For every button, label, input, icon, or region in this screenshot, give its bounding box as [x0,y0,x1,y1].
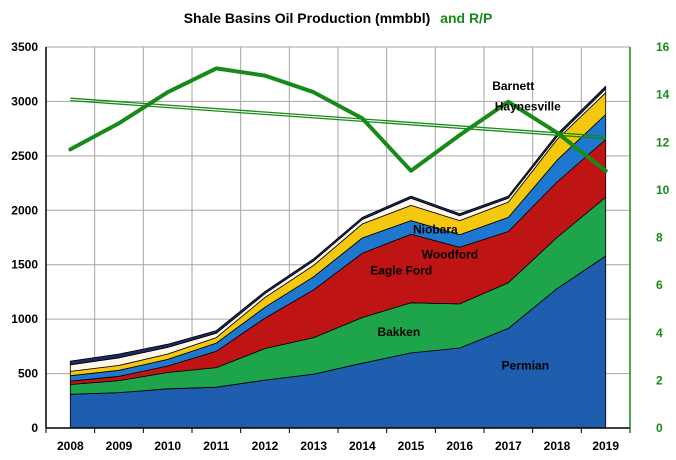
rp-series-line [68,66,608,173]
x-tick-label: 2019 [592,439,619,453]
x-tick-label: 2009 [106,439,133,453]
y2-tick-label: 0 [656,421,663,435]
y2-tick-label: 8 [656,231,663,245]
y2-tick-label: 2 [656,373,663,387]
x-tick-label: 2013 [300,439,327,453]
chart-title: Shale Basins Oil Production (mmbbl) and … [184,10,493,26]
x-tick-label: 2012 [252,439,279,453]
y2-tick-label: 4 [656,326,663,340]
y-tick-label: 2000 [11,203,38,217]
x-tick-label: 2016 [446,439,473,453]
annotation-bakken: Bakken [377,325,420,339]
chart-title-main: Shale Basins Oil Production (mmbbl) [184,10,431,26]
x-tick-label: 2008 [57,439,84,453]
area-annotations: Barnett Haynesville Niobara Woodford Eagle F… [370,79,561,372]
x-tick-label: 2015 [398,439,425,453]
rp-lines [68,66,608,173]
annotation-niobara: Niobara [413,223,458,237]
annotation-woodford: Woodford [422,248,478,262]
annotation-eagle-ford: Eagle Ford [370,264,432,278]
y-tick-label: 1000 [11,312,38,326]
y2-tick-label: 12 [656,135,670,149]
x-tick-label: 2011 [203,439,229,453]
axes [45,47,631,433]
rp-trend-line [70,97,606,137]
y-tick-label: 2500 [11,149,38,163]
y2-tick-label: 10 [656,183,670,197]
y2-tick-label: 16 [656,40,670,54]
y-tick-label: 3000 [11,94,38,108]
y2-tick-label: 14 [656,88,670,102]
y2-tick-label: 6 [656,278,663,292]
annotation-barnett: Barnett [492,79,534,93]
rp-trend-line [70,99,606,140]
x-tick-label: 2010 [154,439,181,453]
annotation-haynesville: Haynesville [495,99,561,113]
chart-title-suffix: and R/P [440,10,492,26]
y-tick-label: 1500 [11,258,38,272]
tick-labels: 0 500 1000 1500 2000 2500 3000 3500 0 2 4 6 8 10 12 14 1… [11,40,669,453]
y-tick-label: 3500 [11,40,38,54]
x-tick-label: 2014 [349,439,376,453]
area-barnett [69,85,607,366]
x-tick-label: 2017 [495,439,522,453]
annotation-permian: Permian [502,359,549,373]
stacked-areas [69,85,607,429]
x-tick-label: 2018 [544,439,571,453]
y-tick-label: 500 [18,367,38,381]
y-tick-label: 0 [31,421,38,435]
